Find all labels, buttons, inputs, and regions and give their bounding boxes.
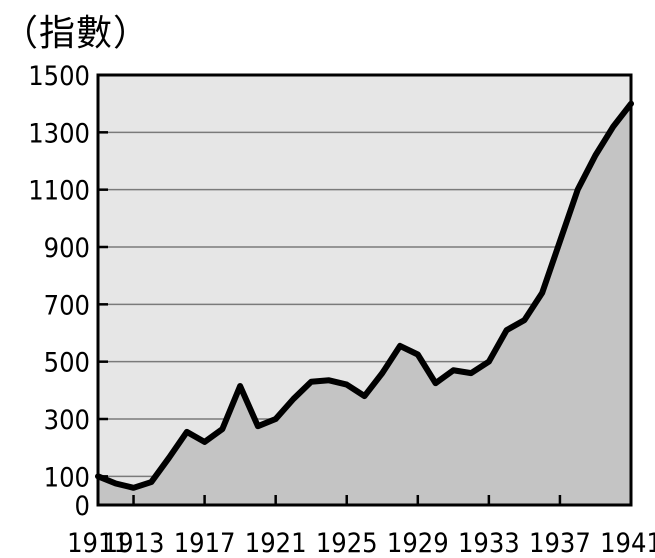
x-tick-label: 1913 [103, 528, 165, 558]
y-unit-label: （指數） [2, 13, 151, 54]
area-fill [98, 103, 631, 506]
y-tick-label: 1300 [28, 118, 90, 149]
y-tick-label: 0 [75, 491, 90, 522]
x-tick-label: 1941 [600, 528, 655, 558]
y-tick-label: 1100 [28, 176, 90, 207]
x-tick-label: 1929 [387, 528, 449, 558]
x-tick-label: 1911 [67, 528, 129, 558]
series-line [95, 100, 634, 491]
y-tick-label: 300 [44, 405, 90, 436]
plot-frame [96, 73, 633, 507]
x-tick-label: 1937 [529, 528, 591, 558]
x-tick-label: 1921 [245, 528, 307, 558]
y-tick-label: 900 [44, 233, 90, 264]
y-tick-label: 500 [44, 348, 90, 379]
x-tick-label: 1925 [316, 528, 378, 558]
x-tick-label: 1917 [174, 528, 236, 558]
y-tick-label: 100 [44, 462, 90, 493]
x-tick-label: 1933 [458, 528, 520, 558]
y-tick-label: 700 [44, 290, 90, 321]
y-tick-label: 1500 [28, 61, 90, 92]
